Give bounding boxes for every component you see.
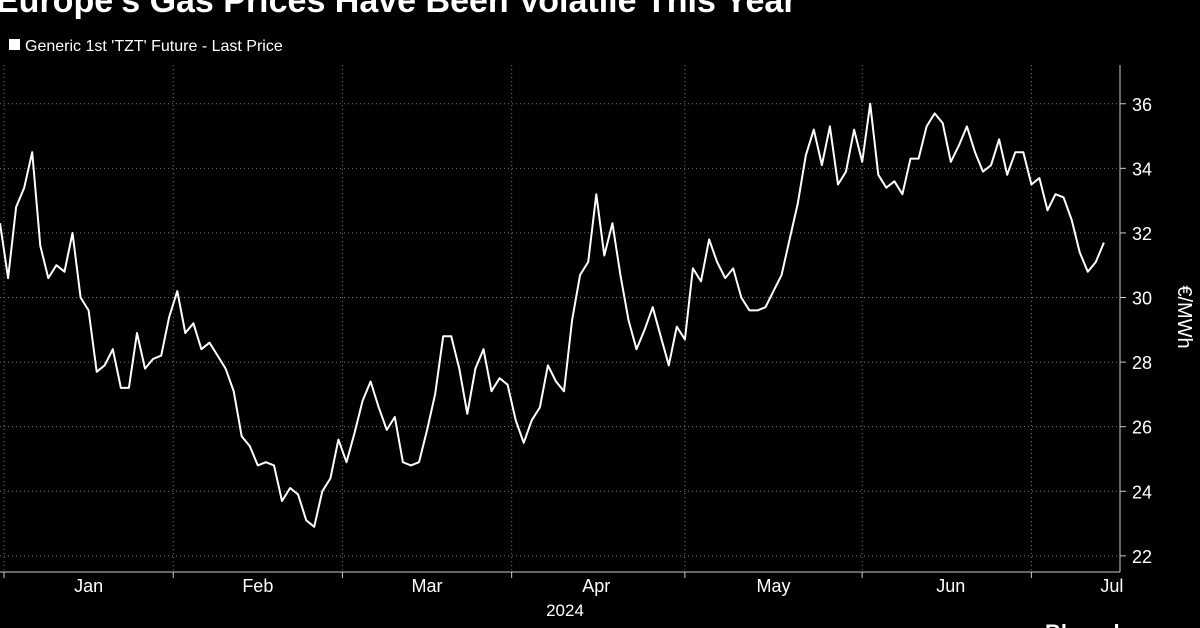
x-axis-label: 2024 bbox=[546, 601, 584, 620]
x-tick-label: Feb bbox=[242, 576, 273, 596]
y-tick-label: 24 bbox=[1132, 482, 1152, 502]
y-axis-label: €/MWh bbox=[1173, 285, 1195, 348]
y-tick-label: 22 bbox=[1132, 547, 1152, 567]
price-line bbox=[0, 102, 1105, 528]
y-tick-label: 34 bbox=[1132, 159, 1152, 179]
legend-label: Generic 1st 'TZT' Future - Last Price bbox=[25, 38, 283, 55]
y-tick-label: 32 bbox=[1132, 224, 1152, 244]
x-tick-label: Jul bbox=[1100, 576, 1123, 596]
legend-swatch bbox=[9, 39, 20, 50]
x-tick-label: Jun bbox=[936, 576, 965, 596]
y-tick-label: 36 bbox=[1132, 95, 1152, 115]
x-tick-label: Jan bbox=[74, 576, 103, 596]
y-tick-label: 26 bbox=[1132, 418, 1152, 438]
chart-title: Europe's Gas Prices Have Been Volatile T… bbox=[0, 0, 797, 20]
x-tick-label: Mar bbox=[412, 576, 443, 596]
y-tick-label: 30 bbox=[1132, 289, 1152, 309]
x-tick-label: Apr bbox=[582, 576, 610, 596]
source: Bloomberg bbox=[1045, 620, 1161, 628]
x-tick-label: May bbox=[757, 576, 791, 596]
y-tick-label: 28 bbox=[1132, 353, 1152, 373]
